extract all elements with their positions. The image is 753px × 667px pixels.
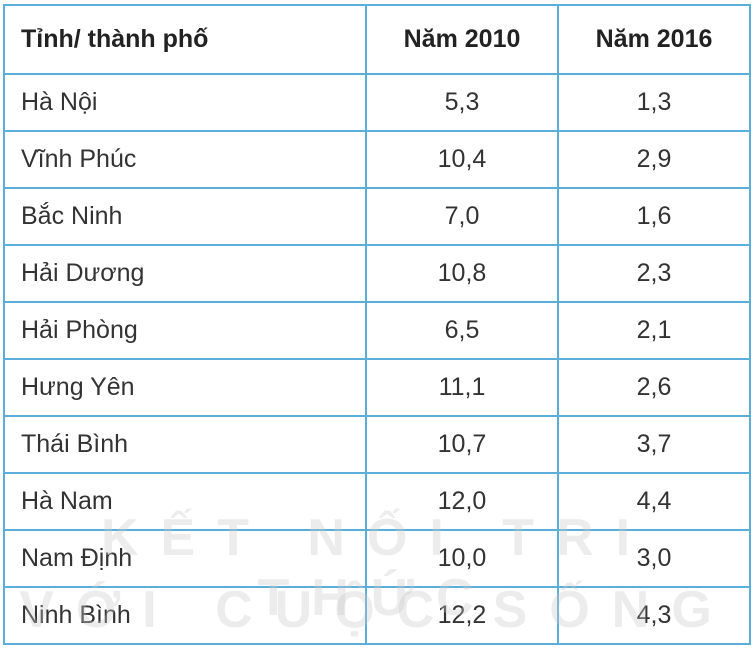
- value-cell: 10,0: [365, 529, 559, 588]
- header-cell: Năm 2016: [557, 4, 751, 75]
- header-row: Tỉnh/ thành phố Năm 2010 Năm 2016: [3, 4, 751, 75]
- table-row: Vĩnh Phúc 10,4 2,9: [3, 130, 751, 189]
- value-cell: 1,3: [557, 73, 751, 132]
- value-cell: 3,7: [557, 415, 751, 474]
- table-row: Thái Bình 10,7 3,7: [3, 415, 751, 474]
- value-cell: 1,6: [557, 187, 751, 246]
- value-cell: 4,4: [557, 472, 751, 531]
- value-cell: 3,0: [557, 529, 751, 588]
- province-cell: Hải Dương: [3, 244, 367, 303]
- header-cell: Năm 2010: [365, 4, 559, 75]
- header-cell: Tỉnh/ thành phố: [3, 4, 367, 75]
- province-cell: Vĩnh Phúc: [3, 130, 367, 189]
- province-cell: Hưng Yên: [3, 358, 367, 417]
- table-row: Nam Định 10,0 3,0: [3, 529, 751, 588]
- data-table: Tỉnh/ thành phố Năm 2010 Năm 2016 Hà Nội 5,…: [3, 4, 751, 645]
- value-cell: 12,2: [365, 586, 559, 645]
- province-cell: Ninh Bình: [3, 586, 367, 645]
- table-row: Hải Phòng 6,5 2,1: [3, 301, 751, 360]
- province-cell: Thái Bình: [3, 415, 367, 474]
- table-row: Ninh Bình 12,2 4,3: [3, 586, 751, 645]
- province-cell: Hà Nam: [3, 472, 367, 531]
- value-cell: 6,5: [365, 301, 559, 360]
- table-row: Hà Nội 5,3 1,3: [3, 73, 751, 132]
- table-row: Hưng Yên 11,1 2,6: [3, 358, 751, 417]
- province-cell: Bắc Ninh: [3, 187, 367, 246]
- table-row: Hải Dương 10,8 2,3: [3, 244, 751, 303]
- province-cell: Hải Phòng: [3, 301, 367, 360]
- value-cell: 2,9: [557, 130, 751, 189]
- value-cell: 10,7: [365, 415, 559, 474]
- value-cell: 2,3: [557, 244, 751, 303]
- table-row: Bắc Ninh 7,0 1,6: [3, 187, 751, 246]
- table-row: Hà Nam 12,0 4,4: [3, 472, 751, 531]
- table-body: Hà Nội 5,3 1,3 Vĩnh Phúc 10,4 2,9 Bắc Ninh 7,0 1…: [3, 73, 751, 645]
- value-cell: 2,1: [557, 301, 751, 360]
- value-cell: 7,0: [365, 187, 559, 246]
- value-cell: 2,6: [557, 358, 751, 417]
- province-cell: Nam Định: [3, 529, 367, 588]
- province-cell: Hà Nội: [3, 73, 367, 132]
- value-cell: 10,8: [365, 244, 559, 303]
- value-cell: 5,3: [365, 73, 559, 132]
- value-cell: 11,1: [365, 358, 559, 417]
- value-cell: 10,4: [365, 130, 559, 189]
- value-cell: 4,3: [557, 586, 751, 645]
- value-cell: 12,0: [365, 472, 559, 531]
